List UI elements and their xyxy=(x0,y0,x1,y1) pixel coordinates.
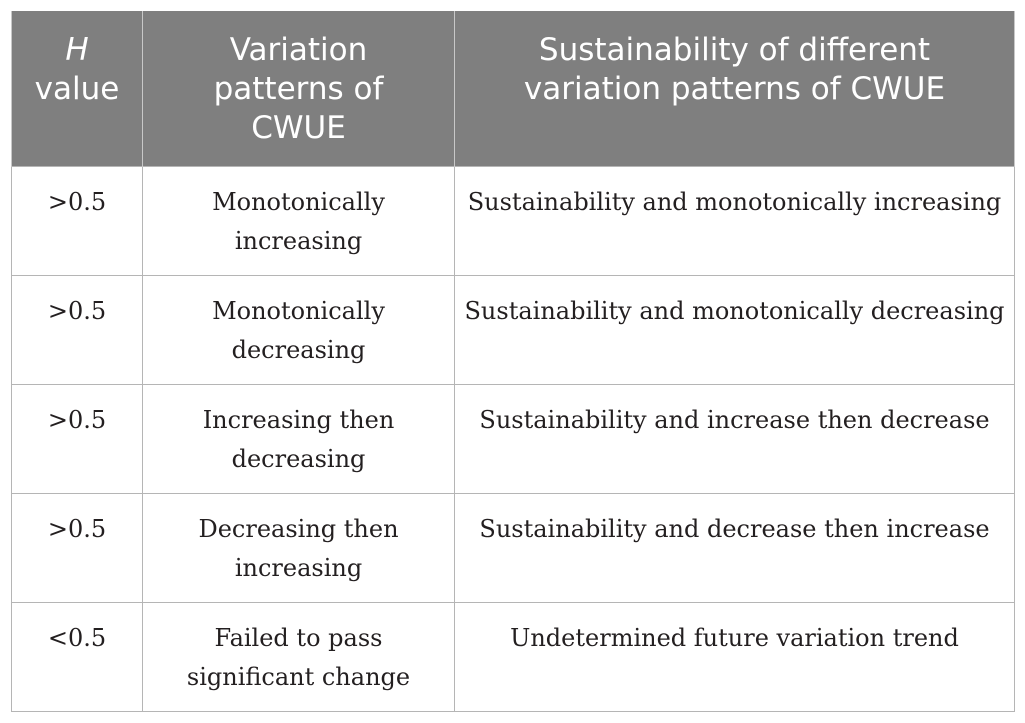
cell-h-value: >0.5 xyxy=(11,165,143,276)
cell-pattern-line1: Increasing then xyxy=(202,405,395,434)
cell-pattern: Increasing then decreasing xyxy=(142,383,455,494)
cell-h-value: >0.5 xyxy=(11,274,143,385)
header-h-symbol: H xyxy=(65,32,89,68)
cell-pattern-line1: Monotonically xyxy=(212,296,385,325)
cell-pattern: Monotonically increasing xyxy=(142,165,455,276)
cell-h-value: >0.5 xyxy=(11,492,143,603)
cell-h-value: >0.5 xyxy=(11,383,143,494)
header-sustainability-line2: variation patterns of CWUE xyxy=(523,71,946,107)
header-variation-patterns: Variation patterns of CWUE xyxy=(142,11,455,166)
cell-sustainability: Sustainability and decrease then increas… xyxy=(454,492,1015,603)
cwue-variation-table: H value Variation patterns of CWUE Susta… xyxy=(11,11,1015,712)
header-sustainability-line1: Sustainability of different xyxy=(538,32,931,68)
cell-sustainability: Sustainability and monotonically increas… xyxy=(454,165,1015,276)
cell-pattern: Decreasing then increasing xyxy=(142,492,455,603)
header-h-value: H value xyxy=(11,11,143,166)
table-row: <0.5 Failed to pass significant change U… xyxy=(11,601,1015,712)
cell-pattern-line2: increasing xyxy=(234,226,363,255)
cell-pattern-line1: Failed to pass xyxy=(214,623,383,652)
table-row: >0.5 Monotonically increasing Sustainabi… xyxy=(11,165,1015,276)
table-body: >0.5 Monotonically increasing Sustainabi… xyxy=(11,165,1015,712)
header-variation-line1: Variation xyxy=(229,32,368,68)
table-row: >0.5 Increasing then decreasing Sustaina… xyxy=(11,383,1015,494)
table-row: >0.5 Monotonically decreasing Sustainabi… xyxy=(11,274,1015,385)
header-sustainability: Sustainability of different variation pa… xyxy=(454,11,1015,166)
cell-pattern-line1: Monotonically xyxy=(212,187,385,216)
header-variation-line2: patterns of xyxy=(213,71,384,107)
cell-pattern-line2: significant change xyxy=(186,662,411,691)
cell-pattern-line2: increasing xyxy=(234,553,363,582)
cell-h-value: <0.5 xyxy=(11,601,143,712)
cell-sustainability: Undetermined future variation trend xyxy=(454,601,1015,712)
header-row: H value Variation patterns of CWUE Susta… xyxy=(11,11,1015,166)
cell-pattern-line1: Decreasing then xyxy=(198,514,399,543)
table-header: H value Variation patterns of CWUE Susta… xyxy=(11,11,1015,166)
cell-sustainability: Sustainability and increase then decreas… xyxy=(454,383,1015,494)
header-h-value-word: value xyxy=(34,71,120,107)
cell-pattern: Failed to pass significant change xyxy=(142,601,455,712)
cell-pattern-line2: decreasing xyxy=(231,335,366,364)
header-variation-line3: CWUE xyxy=(251,110,346,146)
table-row: >0.5 Decreasing then increasing Sustaina… xyxy=(11,492,1015,603)
cell-sustainability: Sustainability and monotonically decreas… xyxy=(454,274,1015,385)
cell-pattern: Monotonically decreasing xyxy=(142,274,455,385)
cell-pattern-line2: decreasing xyxy=(231,444,366,473)
